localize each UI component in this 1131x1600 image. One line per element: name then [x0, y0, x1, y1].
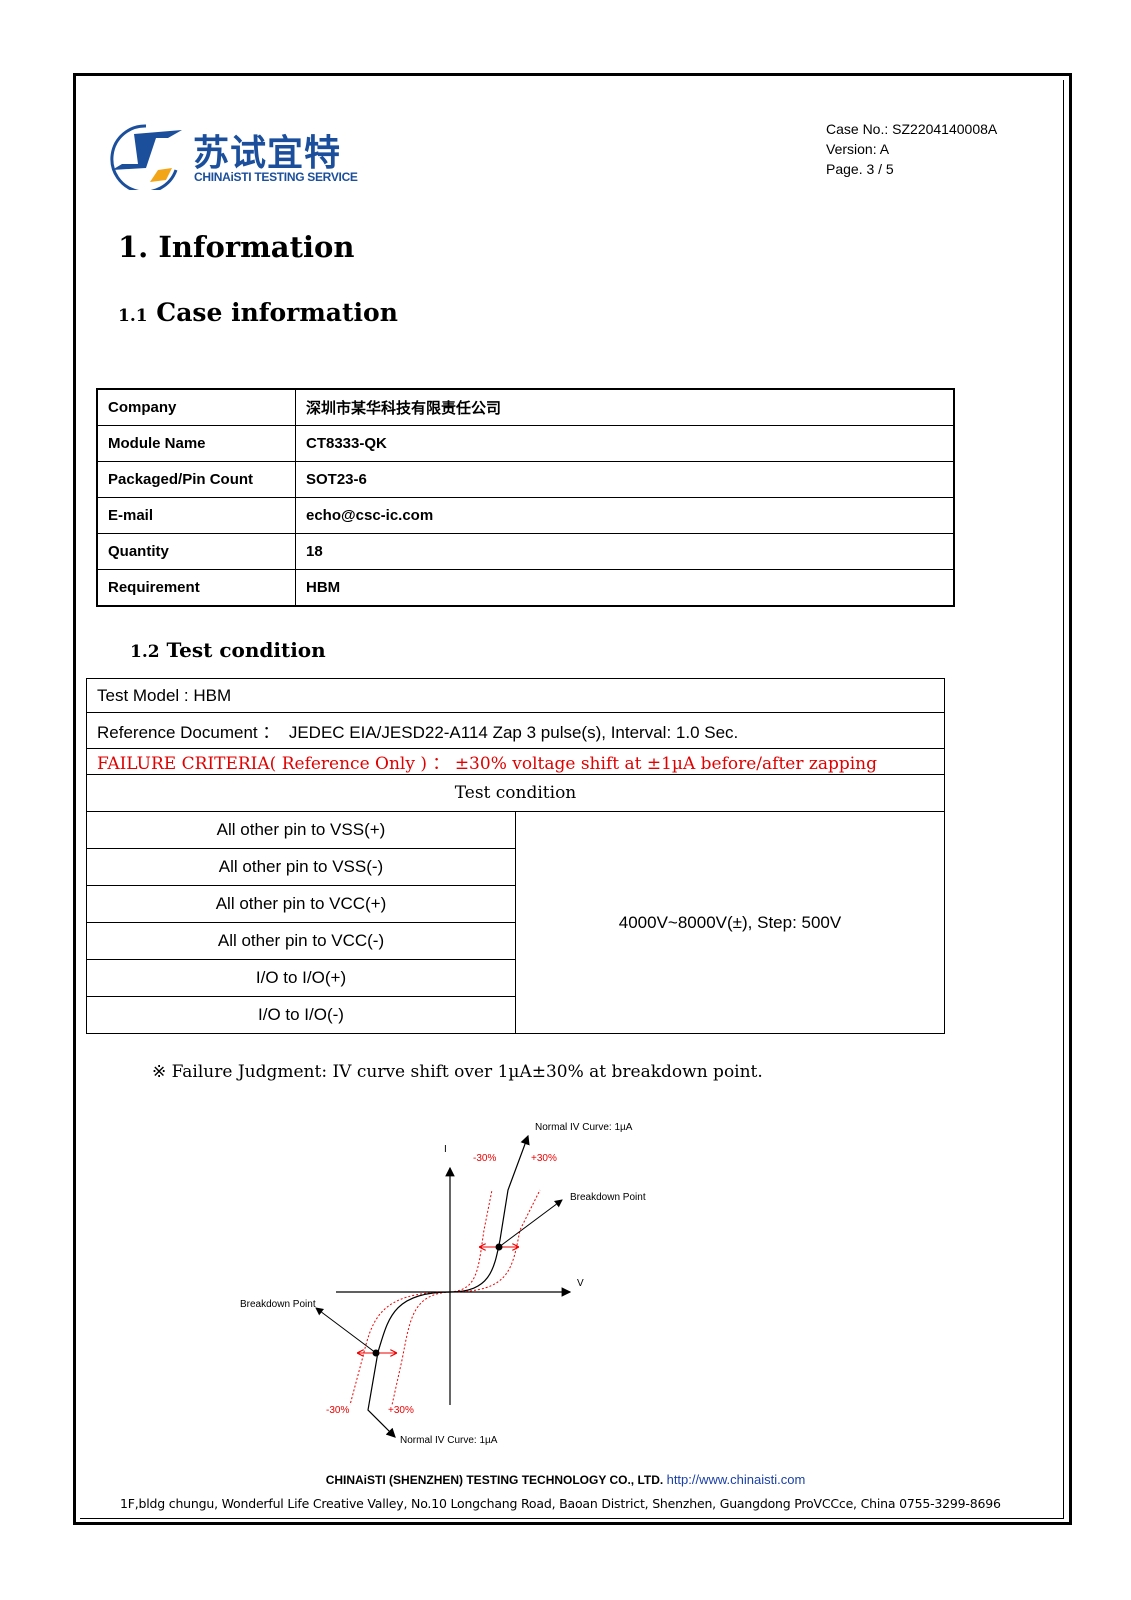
tolerance-plus-lower	[391, 1291, 451, 1406]
case-info-row: Requirement HBM	[96, 569, 955, 607]
reference-value: JEDEC EIA/JESD22-A114 Zap 3 pulse(s), In…	[288, 723, 739, 742]
field-value: 18	[295, 533, 955, 570]
reference-label: Reference Document ：	[97, 723, 280, 742]
normal-curve-upper	[449, 1134, 530, 1293]
field-value: HBM	[295, 569, 955, 607]
tolerance-label: +30%	[388, 1405, 414, 1416]
field-label: Company	[96, 388, 296, 426]
field-label: Packaged/Pin Count	[96, 461, 296, 498]
field-label: Quantity	[96, 533, 296, 570]
tolerance-label: -30%	[473, 1153, 496, 1164]
field-label: Requirement	[96, 569, 296, 607]
field-value: CT8333-QK	[295, 425, 955, 462]
field-value: SOT23-6	[295, 461, 955, 498]
i-axis-label: I	[444, 1144, 447, 1155]
page-number: Page. 3 / 5	[826, 161, 894, 177]
tolerance-label: -30%	[326, 1405, 349, 1416]
tolerance-minus-lower	[349, 1291, 451, 1406]
tolerance-minus-upper	[449, 1189, 493, 1293]
voltage-range: 4000V~8000V(±), Step: 500V	[515, 811, 945, 1034]
test-condition-table: Test Model : HBM Reference Document ： JE…	[86, 678, 945, 1034]
subsection-case-info: 1.1 Case information	[118, 298, 398, 327]
normal-curve-label: Normal IV Curve: 1µA	[400, 1435, 498, 1446]
case-number: Case No.: SZ2204140008A	[826, 121, 998, 137]
subsection-number: 1.1	[118, 306, 148, 326]
case-info-row: Module Name CT8333-QK	[96, 425, 955, 462]
v-axis-label: V	[577, 1278, 584, 1289]
page-border	[73, 73, 1072, 1525]
case-info-table: Company 深圳市某华科技有限责任公司 Module Name CT8333-QK…	[96, 388, 955, 607]
subsection-title: Case information	[156, 298, 398, 327]
breakdown-label: Breakdown Point	[570, 1192, 646, 1203]
footer-company: CHINAiSTI (SHENZHEN) TESTING TECHNOLOGY …	[0, 1472, 1131, 1487]
case-info-row: Packaged/Pin Count SOT23-6	[96, 461, 955, 498]
logo-icon	[110, 124, 182, 190]
tolerance-plus-upper	[449, 1189, 541, 1293]
tolerance-label: +30%	[531, 1153, 557, 1164]
pin-combination: All other pin to VSS(-)	[86, 848, 516, 886]
failure-judgment-note: ※ Failure Judgment: IV curve shift over …	[152, 1062, 763, 1082]
document-meta: Case No.: SZ2204140008A Version: A Page.…	[826, 119, 997, 179]
logo-text-en: CHINAiSTI TESTING SERVICE	[194, 170, 358, 184]
footer-address: 1F,bldg chungu, Wonderful Life Creative …	[120, 1496, 1001, 1511]
breakdown-pointer	[498, 1199, 563, 1248]
pin-combination: All other pin to VSS(+)	[86, 811, 516, 849]
normal-curve-label: Normal IV Curve: 1µA	[535, 1122, 633, 1133]
version: Version: A	[826, 141, 890, 157]
case-info-row: Quantity 18	[96, 533, 955, 570]
company-website-link[interactable]: http://www.chinaisti.com	[666, 1472, 806, 1487]
section-title: 1. Information	[118, 230, 355, 264]
pin-combination: I/O to I/O(+)	[86, 959, 516, 997]
company-name: CHINAiSTI (SHENZHEN) TESTING TECHNOLOGY …	[325, 1473, 664, 1487]
test-condition-header: Test condition	[86, 774, 945, 812]
pin-combination: All other pin to VCC(-)	[86, 922, 516, 960]
pin-combination: I/O to I/O(-)	[86, 996, 516, 1034]
subsection-number: 1.2	[130, 642, 160, 662]
field-value: echo@csc-ic.com	[295, 497, 955, 534]
subsection-title: Test condition	[166, 638, 326, 662]
breakdown-pointer	[315, 1307, 377, 1354]
field-label: Module Name	[96, 425, 296, 462]
page-border-inner	[80, 80, 1064, 1519]
logo-text-cn: 苏试宜特	[193, 133, 342, 174]
breakdown-label: Breakdown Point	[240, 1299, 316, 1310]
subsection-test-condition: 1.2 Test condition	[130, 638, 326, 662]
